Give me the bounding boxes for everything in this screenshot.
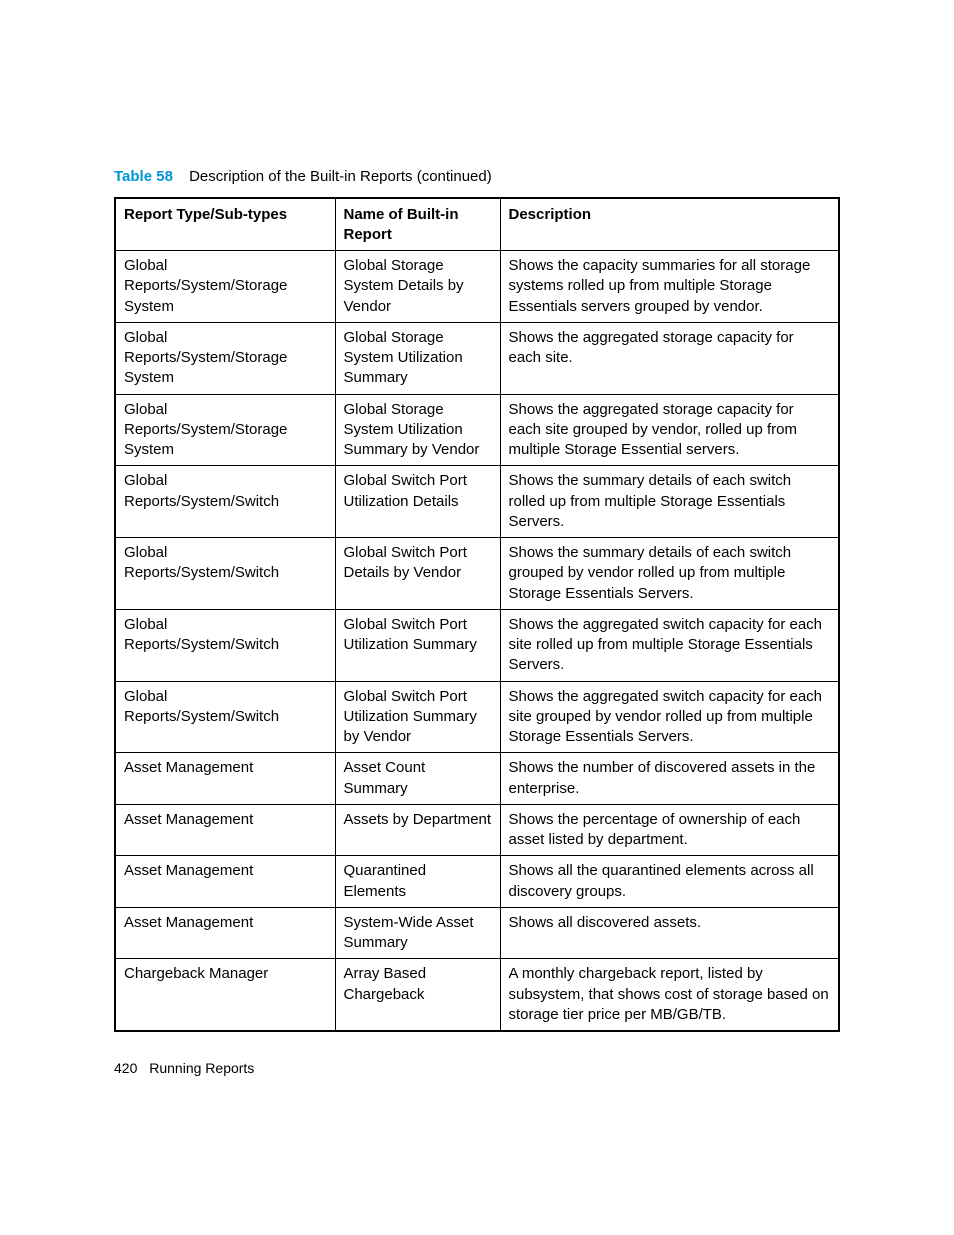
table-row: Global Reports/System/Storage System Glo… — [115, 394, 839, 466]
table-row: Asset Management Assets by Department Sh… — [115, 804, 839, 856]
col-header-description: Description — [500, 198, 839, 251]
reports-table: Report Type/Sub-types Name of Built-in R… — [114, 197, 840, 1032]
cell-description: A monthly chargeback report, listed by s… — [500, 959, 839, 1031]
table-header-row: Report Type/Sub-types Name of Built-in R… — [115, 198, 839, 251]
cell-name: Global Switch Port Utilization Summary b… — [335, 681, 500, 753]
cell-description: Shows the number of discovered assets in… — [500, 753, 839, 805]
table-label: Table 58 — [114, 168, 173, 185]
cell-description: Shows all discovered assets. — [500, 907, 839, 959]
cell-name: Global Switch Port Utilization Summary — [335, 609, 500, 681]
cell-name: Global Switch Port Utilization Details — [335, 466, 500, 538]
footer-title: Running Reports — [149, 1060, 254, 1076]
cell-type: Asset Management — [115, 753, 335, 805]
cell-description: Shows the percentage of ownership of eac… — [500, 804, 839, 856]
cell-name: System-Wide Asset Summary — [335, 907, 500, 959]
cell-description: Shows the aggregated switch capacity for… — [500, 681, 839, 753]
cell-name: Array Based Chargeback — [335, 959, 500, 1031]
table-row: Global Reports/System/Switch Global Swit… — [115, 681, 839, 753]
cell-type: Asset Management — [115, 804, 335, 856]
cell-description: Shows the aggregated storage capacity fo… — [500, 394, 839, 466]
cell-type: Global Reports/System/Switch — [115, 466, 335, 538]
cell-name: Global Storage System Utilization Summar… — [335, 322, 500, 394]
page-footer: 420 Running Reports — [114, 1060, 254, 1076]
page-number: 420 — [114, 1060, 137, 1076]
cell-type: Chargeback Manager — [115, 959, 335, 1031]
cell-type: Global Reports/System/Storage System — [115, 322, 335, 394]
cell-name: Quarantined Elements — [335, 856, 500, 908]
cell-description: Shows the summary details of each switch… — [500, 466, 839, 538]
table-caption-text: Description of the Built-in Reports (con… — [189, 168, 492, 185]
cell-type: Asset Management — [115, 856, 335, 908]
table-row: Global Reports/System/Switch Global Swit… — [115, 466, 839, 538]
cell-type: Global Reports/System/Storage System — [115, 394, 335, 466]
table-row: Global Reports/System/Storage System Glo… — [115, 322, 839, 394]
cell-type: Global Reports/System/Storage System — [115, 251, 335, 323]
cell-description: Shows all the quarantined elements acros… — [500, 856, 839, 908]
table-row: Global Reports/System/Switch Global Swit… — [115, 538, 839, 610]
table-row: Asset Management Quarantined Elements Sh… — [115, 856, 839, 908]
col-header-type: Report Type/Sub-types — [115, 198, 335, 251]
cell-description: Shows the capacity summaries for all sto… — [500, 251, 839, 323]
table-row: Asset Management Asset Count Summary Sho… — [115, 753, 839, 805]
cell-description: Shows the aggregated switch capacity for… — [500, 609, 839, 681]
cell-name: Global Switch Port Details by Vendor — [335, 538, 500, 610]
cell-description: Shows the summary details of each switch… — [500, 538, 839, 610]
cell-type: Asset Management — [115, 907, 335, 959]
cell-name: Asset Count Summary — [335, 753, 500, 805]
table-row: Global Reports/System/Storage System Glo… — [115, 251, 839, 323]
table-row: Chargeback Manager Array Based Chargebac… — [115, 959, 839, 1031]
table-caption: Table 58 Description of the Built-in Rep… — [114, 168, 840, 185]
col-header-name: Name of Built-in Report — [335, 198, 500, 251]
cell-name: Global Storage System Utilization Summar… — [335, 394, 500, 466]
cell-name: Assets by Department — [335, 804, 500, 856]
table-row: Asset Management System-Wide Asset Summa… — [115, 907, 839, 959]
table-body: Global Reports/System/Storage System Glo… — [115, 251, 839, 1032]
table-row: Global Reports/System/Switch Global Swit… — [115, 609, 839, 681]
cell-name: Global Storage System Details by Vendor — [335, 251, 500, 323]
cell-type: Global Reports/System/Switch — [115, 609, 335, 681]
cell-description: Shows the aggregated storage capacity fo… — [500, 322, 839, 394]
cell-type: Global Reports/System/Switch — [115, 538, 335, 610]
cell-type: Global Reports/System/Switch — [115, 681, 335, 753]
